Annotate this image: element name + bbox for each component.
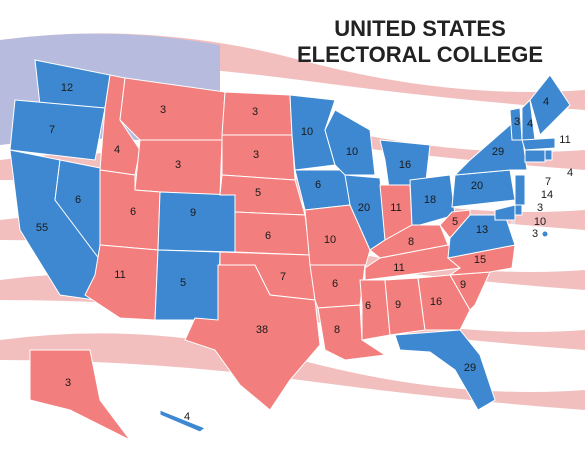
electoral-votes: 4	[567, 167, 573, 179]
vote-labels: 1275564336119533567381061068102016111881…	[36, 82, 573, 423]
electoral-votes: 16	[399, 159, 411, 171]
electoral-votes: 13	[476, 224, 488, 236]
state	[159, 409, 206, 433]
title-line: UNITED STATES	[334, 16, 506, 41]
electoral-votes: 10	[346, 146, 358, 158]
state	[514, 204, 523, 216]
electoral-votes: 14	[541, 189, 553, 201]
electoral-votes: 55	[36, 222, 48, 234]
electoral-votes: 15	[474, 254, 486, 266]
electoral-votes: 11	[114, 269, 125, 281]
state	[184, 264, 321, 411]
state	[514, 174, 526, 206]
electoral-votes: 11	[390, 202, 401, 214]
electoral-votes: 3	[532, 228, 538, 240]
electoral-votes: 29	[464, 362, 476, 374]
electoral-votes: 6	[75, 194, 81, 206]
electoral-votes: 11	[393, 262, 404, 274]
electoral-votes: 6	[365, 300, 371, 312]
state	[511, 221, 515, 225]
state	[294, 169, 351, 211]
electoral-votes: 16	[430, 296, 442, 308]
electoral-votes: 4	[527, 118, 533, 130]
electoral-votes: 10	[324, 234, 336, 246]
state	[494, 204, 516, 221]
electoral-votes: 20	[358, 202, 370, 214]
electoral-votes: 3	[65, 377, 71, 389]
state	[521, 137, 556, 151]
state	[453, 119, 528, 176]
electoral-votes: 8	[334, 324, 340, 336]
electoral-votes: 9	[190, 207, 196, 219]
electoral-votes: 3	[252, 106, 258, 118]
electoral-votes: 5	[452, 216, 458, 228]
electoral-votes: 29	[492, 146, 504, 158]
state	[409, 174, 456, 226]
electoral-votes: 3	[537, 202, 543, 214]
electoral-votes: 10	[301, 126, 313, 138]
electoral-votes: 10	[534, 216, 546, 228]
state	[234, 211, 311, 256]
electoral-votes: 3	[514, 116, 520, 128]
state	[451, 169, 516, 208]
state	[157, 191, 236, 253]
electoral-votes: 4	[543, 96, 549, 108]
electoral-votes: 3	[160, 104, 166, 116]
state	[417, 274, 471, 331]
state	[154, 249, 221, 321]
electoral-votes: 3	[253, 149, 259, 161]
dc-marker	[542, 231, 548, 237]
state	[29, 349, 131, 441]
state	[524, 149, 546, 163]
electoral-votes: 12	[61, 82, 73, 94]
electoral-votes: 6	[315, 179, 321, 191]
electoral-votes: 6	[265, 230, 271, 242]
state	[394, 329, 496, 411]
state	[9, 99, 106, 161]
state	[317, 304, 387, 361]
electoral-votes: 4	[184, 411, 190, 423]
electoral-votes: 18	[424, 194, 436, 206]
electoral-votes: 6	[332, 278, 338, 290]
electoral-votes: 5	[255, 187, 261, 199]
electoral-votes: 38	[256, 324, 268, 336]
title-line: ELECTORAL COLLEGE	[297, 42, 543, 67]
electoral-votes: 9	[395, 299, 401, 311]
state	[439, 209, 471, 239]
electoral-votes: 5	[180, 277, 186, 289]
electoral-votes: 7	[49, 124, 55, 136]
electoral-votes: 6	[130, 206, 136, 218]
state	[544, 149, 553, 161]
electoral-votes: 8	[408, 236, 414, 248]
state	[529, 74, 571, 136]
electoral-votes: 7	[545, 176, 551, 188]
electoral-votes: 7	[280, 271, 286, 283]
state	[359, 279, 391, 341]
electoral-votes: 11	[559, 134, 570, 146]
electoral-votes: 20	[471, 180, 483, 192]
electoral-votes: 4	[114, 144, 120, 156]
electoral-votes: 3	[175, 159, 181, 171]
state	[304, 204, 371, 269]
electoral-votes: 9	[460, 279, 466, 291]
states	[9, 59, 571, 441]
